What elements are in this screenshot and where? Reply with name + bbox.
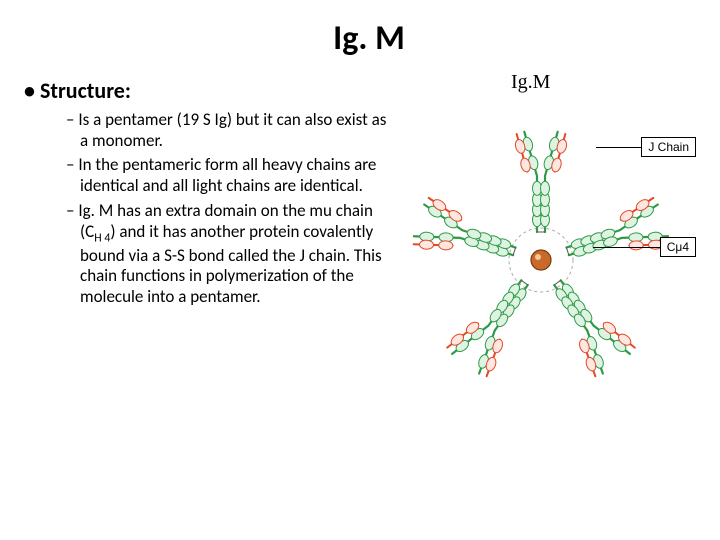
figure-caption: Ig.M: [511, 71, 550, 94]
slide-title: Ig. M: [48, 18, 690, 59]
bullet-item: Ig. M has an extra domain on the mu chai…: [66, 201, 393, 308]
label-j-chain: J Chain: [641, 137, 696, 157]
figure-column: Ig.M J Chain Cμ4: [401, 77, 690, 447]
structure-heading: Structure:: [24, 77, 393, 104]
bullet-item: In the pentameric form all heavy chains …: [66, 155, 393, 196]
bullet-list: Is a pentamer (19 S Ig) but it can also …: [48, 110, 393, 308]
leader-line-jchain: [596, 147, 648, 148]
text-column: Structure: Is a pentamer (19 S Ig) but i…: [48, 77, 393, 312]
bullet-item: Is a pentamer (19 S Ig) but it can also …: [66, 110, 393, 151]
leader-line-cmu4: [593, 247, 665, 248]
label-cmu4: Cμ4: [660, 237, 696, 257]
